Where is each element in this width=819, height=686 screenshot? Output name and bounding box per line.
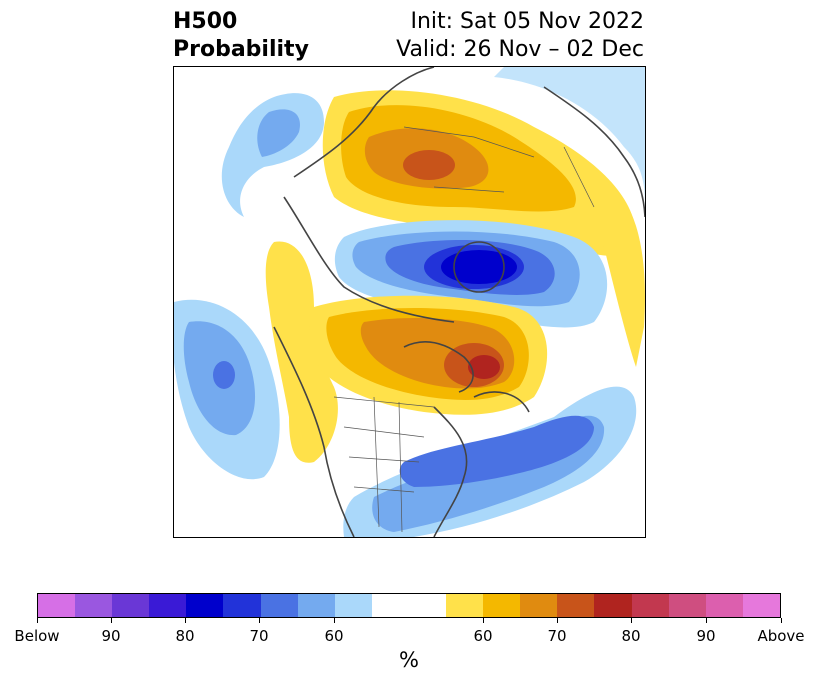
colorbar-segment [112, 594, 150, 617]
colorbar-segment [149, 594, 187, 617]
colorbar-tick-mark [781, 618, 782, 623]
colorbar-segment [371, 594, 409, 617]
colorbar-unit-label: % [399, 648, 419, 672]
colorbar-tick-mark [483, 618, 484, 623]
colorbar-tick-mark [259, 618, 260, 623]
colorbar-segment [742, 594, 780, 617]
colorbar-segment [483, 594, 521, 617]
title-variable: H500 [173, 9, 238, 34]
colorbar-tick-label: 80 [621, 627, 641, 645]
colorbar-segment [186, 594, 224, 617]
colorbar-tick-label: Below [14, 627, 60, 645]
colorbar-segment [446, 594, 484, 617]
colorbar-tick-label: 60 [473, 627, 493, 645]
colorbar-tick-label: 70 [249, 627, 269, 645]
anomaly-hudson-ridge [309, 295, 548, 415]
colorbar-segment [705, 594, 743, 617]
anomaly-east-us-trough [343, 386, 637, 537]
colorbar-tick-mark [334, 618, 335, 623]
probability-map [173, 66, 646, 538]
colorbar-tick-mark [111, 618, 112, 623]
colorbar-tick-label: 90 [696, 627, 716, 645]
colorbar-tick-label: Above [757, 627, 805, 645]
colorbar-tick-mark [631, 618, 632, 623]
colorbar-segment [631, 594, 669, 617]
colorbar-segment [408, 594, 447, 617]
colorbar-segment [520, 594, 558, 617]
chart-title-left: H500 Probability [173, 8, 309, 64]
colorbar-segment [297, 594, 335, 617]
anomaly-west-canada-ridge [265, 241, 338, 463]
anomaly-north-edge [494, 67, 645, 207]
borders [333, 126, 595, 533]
colorbar-segment [260, 594, 298, 617]
init-date: Init: Sat 05 Nov 2022 [410, 9, 644, 34]
anomaly-bering-trough [221, 93, 324, 217]
colorbar-segment [594, 594, 632, 617]
valid-range: Valid: 26 Nov – 02 Dec [396, 37, 644, 62]
title-product: Probability [173, 37, 309, 62]
colorbar-tick-label: 70 [547, 627, 567, 645]
colorbar-tick-label: 90 [101, 627, 121, 645]
colorbar-segment [75, 594, 113, 617]
anomaly-siberia-ridge [322, 90, 645, 367]
coastlines [273, 67, 645, 537]
colorbar-tick-mark [557, 618, 558, 623]
colorbar-segment [557, 594, 595, 617]
colorbar-tick-mark [185, 618, 186, 623]
colorbar-tick-label: 80 [175, 627, 195, 645]
colorbar-segment [38, 594, 76, 617]
colorbar-tick-label: 60 [324, 627, 344, 645]
colorbar-segment [334, 594, 372, 617]
colorbar-tick-mark [37, 618, 38, 623]
colorbar [37, 593, 781, 618]
colorbar-tick-mark [706, 618, 707, 623]
colorbar-segment [223, 594, 261, 617]
colorbar-segment [668, 594, 706, 617]
chart-title-right: Init: Sat 05 Nov 2022 Valid: 26 Nov – 02… [396, 8, 644, 64]
anomaly-north-pacific-trough [174, 299, 280, 480]
